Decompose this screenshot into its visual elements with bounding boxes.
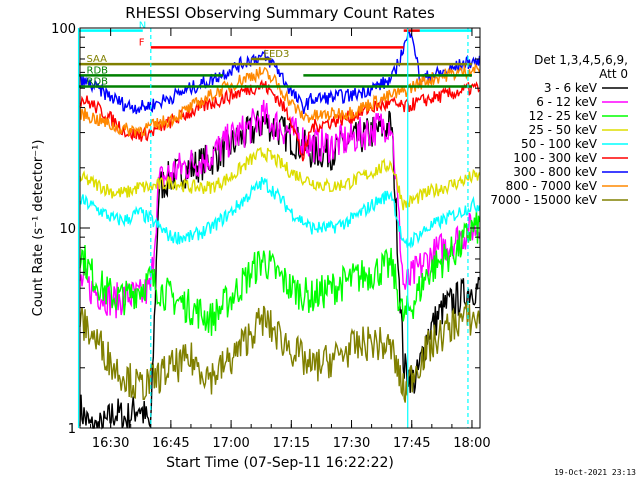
chart-title: RHESSI Observing Summary Count Rates: [125, 4, 435, 22]
y-axis-label: Count Rate (s⁻¹ detector⁻¹): [31, 140, 46, 317]
series-line-8: [79, 62, 481, 137]
flag-label-1: N: [139, 21, 146, 32]
flag-label-5: SAA: [87, 54, 108, 65]
series-line-7: [79, 29, 481, 115]
legend-label-4: 25 - 50 keV: [529, 123, 598, 137]
series-line-3: [79, 210, 481, 336]
legend-header-detectors: Det 1,3,4,5,6,9,: [534, 53, 628, 67]
series-layer: [79, 29, 481, 430]
flag-label-3: F: [139, 37, 145, 48]
series-line-9: [79, 302, 481, 403]
series-line-6: [79, 79, 481, 162]
legend-label-8: 800 - 7000 keV: [506, 179, 598, 193]
x-tick-label-7: 18:00: [453, 436, 490, 451]
y-tick-label-2: 10: [59, 222, 76, 237]
series-line-1: [79, 110, 481, 430]
legend-header-attenuator: Att 0: [599, 67, 628, 81]
legend-label-3: 12 - 25 keV: [529, 109, 598, 123]
legend-label-6: 100 - 300 keV: [513, 151, 597, 165]
marker-layer: [77, 28, 469, 428]
legend-label-9: 7000 - 15000 keV: [490, 193, 597, 207]
x-tick-label-5: 17:30: [333, 436, 370, 451]
footer-timestamp: 19-Oct-2021 23:13: [554, 468, 636, 477]
x-tick-label-2: 16:45: [152, 436, 189, 451]
legend-label-5: 50 - 100 keV: [521, 137, 598, 151]
series-line-4: [79, 146, 481, 211]
x-tick-label-4: 17:15: [273, 436, 310, 451]
legend-label-1: 3 - 6 keV: [544, 81, 598, 95]
x-axis-label: Start Time (07-Sep-11 16:22:22): [166, 455, 394, 471]
x-tick-label-6: 17:45: [393, 436, 430, 451]
y-axis: 1 10 100: [51, 22, 480, 437]
legend-label-7: 300 - 800 keV: [513, 165, 597, 179]
flag-label-6: FED3: [263, 49, 289, 60]
x-axis: 16:30 16:45 17:00 17:15 17:30 17:45 18:00: [90, 28, 491, 451]
series-line-5: [79, 176, 481, 249]
flag-label-9: RDB: [87, 76, 109, 87]
x-tick-label-3: 17:00: [212, 436, 249, 451]
x-tick-label-1: 16:30: [92, 436, 129, 451]
y-tick-label-3: 100: [51, 22, 76, 37]
series-line-2: [79, 99, 481, 319]
flag-label-7: RDB: [87, 65, 109, 76]
legend-label-2: 6 - 12 keV: [536, 95, 598, 109]
y-tick-label-1: 1: [68, 422, 76, 437]
